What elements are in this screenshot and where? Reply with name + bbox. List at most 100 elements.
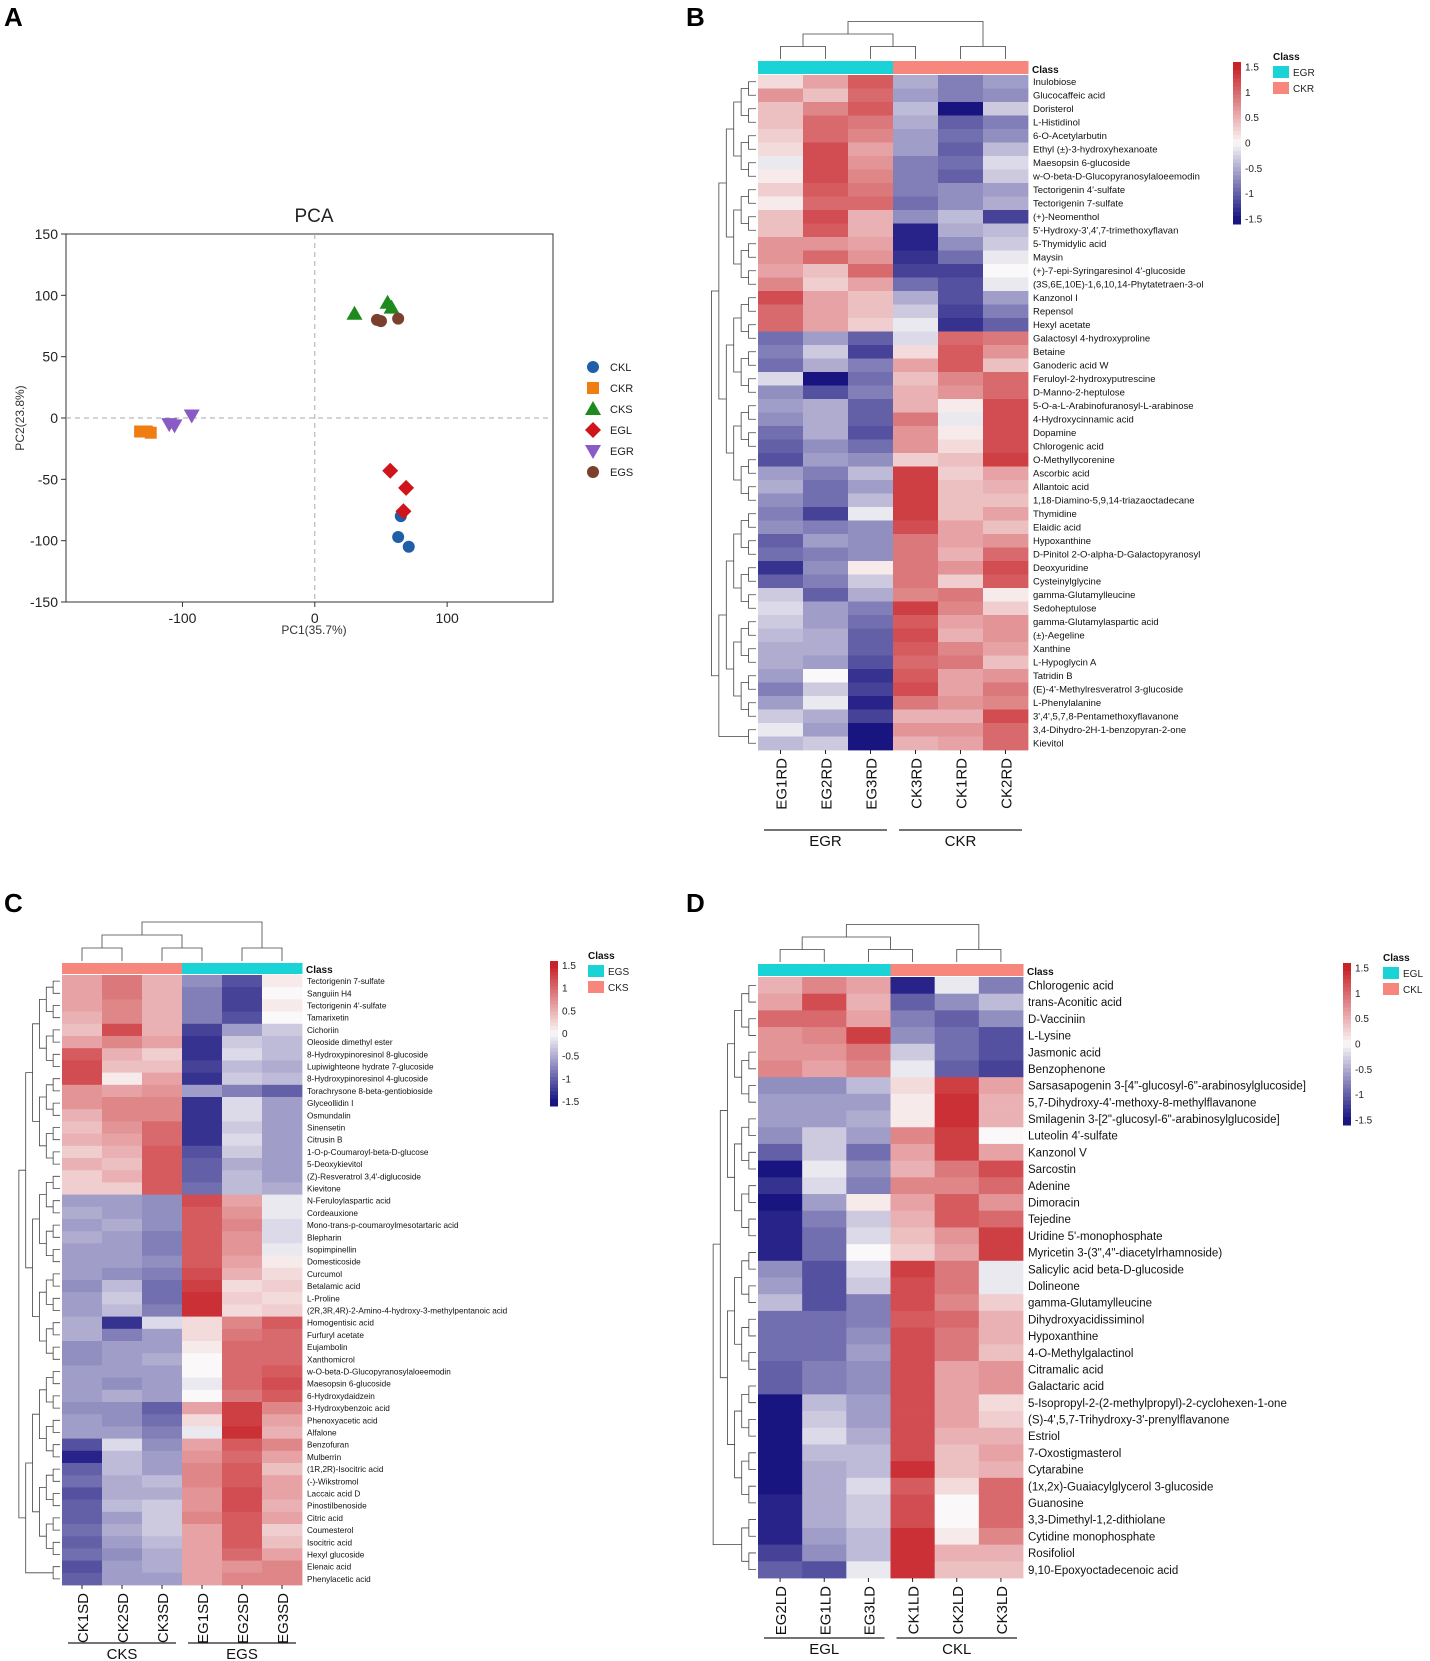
heatmap-cell <box>983 534 1029 548</box>
heatmap-cell <box>938 237 984 251</box>
row-label: Smilagenin 3-[2"-glucosyl-6"-arabinosylg… <box>1028 1114 1280 1126</box>
heatmap-cell <box>893 304 939 319</box>
heatmap-cell <box>983 331 1029 346</box>
heatmap-cell <box>62 975 103 988</box>
colorbar-segment <box>1233 90 1241 95</box>
heatmap-cell <box>802 1327 847 1345</box>
heatmap-cell <box>62 1316 103 1330</box>
row-label: Sarcostin <box>1028 1164 1076 1176</box>
row-dendrogram <box>740 520 749 548</box>
colorbar-segment <box>1233 98 1241 103</box>
column-label: CK1SD <box>75 1593 92 1643</box>
heatmap-cell <box>182 975 223 988</box>
heatmap-cell <box>846 1561 891 1579</box>
colorbar-segment <box>1343 971 1351 976</box>
heatmap-cell <box>978 1511 1024 1529</box>
row-dendrogram <box>748 540 756 555</box>
heatmap-cell <box>846 1043 891 1061</box>
heatmap-cell <box>846 1344 891 1362</box>
heatmap-cell <box>978 1027 1024 1045</box>
heatmap-cell <box>758 1310 803 1328</box>
row-dendrogram <box>39 1487 47 1537</box>
heatmap-cell <box>142 1316 183 1330</box>
heatmap-cell <box>262 1487 303 1500</box>
legend-swatch-ckr <box>1273 82 1289 94</box>
heatmap-cell <box>938 493 984 508</box>
heatmap-cell <box>934 993 980 1011</box>
row-label: Torachrysone 8-beta-gentiobioside <box>307 1087 433 1096</box>
heatmap-cell <box>758 1477 803 1495</box>
heatmap-cell <box>802 1427 847 1445</box>
heatmap-cell <box>102 1499 143 1513</box>
colorbar-tick-label: 0.5 <box>1245 113 1259 124</box>
heatmap-cell <box>893 655 939 670</box>
row-dendrogram <box>39 999 47 1049</box>
row-dendrogram <box>718 182 727 400</box>
colorbar-segment <box>1343 1052 1351 1057</box>
row-label: Lupiwighteone hydrate 7-glucoside <box>307 1062 434 1071</box>
heatmap-cell <box>102 1524 143 1537</box>
colorbar-segment <box>1343 963 1351 968</box>
row-dendrogram <box>45 1133 54 1159</box>
heatmap-cell <box>142 1036 183 1049</box>
row-label: Maesopsin 6-glucoside <box>307 1380 391 1389</box>
heatmap-cell <box>222 1145 263 1159</box>
colorbar-segment <box>550 997 558 1002</box>
heatmap-cell <box>983 304 1029 319</box>
heatmap-cell <box>983 574 1029 589</box>
row-label: Benzophenone <box>1028 1064 1105 1076</box>
heatmap-cell <box>848 88 894 103</box>
heatmap-cell <box>758 372 804 386</box>
heatmap-cell <box>893 102 939 116</box>
heatmap-cell <box>846 1177 891 1195</box>
heatmap-cell <box>102 1548 143 1561</box>
heatmap-cell <box>142 1438 183 1452</box>
row-label: 4-O-Methylgalactinol <box>1028 1348 1133 1360</box>
heatmap-cell <box>62 1463 103 1476</box>
heatmap-cell <box>983 399 1029 413</box>
heatmap-cell <box>848 453 894 467</box>
heatmap-cell <box>934 1427 980 1445</box>
heatmap-cell <box>893 331 939 346</box>
row-label: Citramalic acid <box>1028 1364 1103 1376</box>
row-label: (Z)-Resveratrol 3,4'-diglucoside <box>307 1172 421 1181</box>
row-label: Uridine 5'-monophosphate <box>1028 1231 1163 1243</box>
heatmap-cell <box>182 1438 223 1452</box>
heatmap-cell <box>846 1527 891 1546</box>
heatmap-cell <box>758 561 804 575</box>
row-dendrogram <box>748 567 756 582</box>
heatmap-cell <box>758 1060 803 1078</box>
heatmap-cell <box>938 480 984 494</box>
heatmap-cell <box>890 1277 936 1295</box>
heatmap-cell <box>222 1365 263 1378</box>
heatmap-cell <box>803 588 849 602</box>
pca-point-egr <box>166 419 183 434</box>
heatmap-cell <box>758 1043 803 1061</box>
row-label: Rosifoliol <box>1028 1548 1075 1560</box>
row-label: Laccaic acid D <box>307 1489 360 1498</box>
panel-label-a: A <box>4 2 23 32</box>
colorbar-segment <box>1343 1096 1351 1102</box>
heatmap-cell <box>62 1170 103 1183</box>
heatmap-cell <box>222 1560 263 1574</box>
heatmap-cell <box>102 1511 143 1525</box>
heatmap-cell <box>62 1328 103 1342</box>
heatmap-cell <box>758 412 804 427</box>
heatmap-cell <box>102 1133 143 1147</box>
row-dendrogram <box>741 1393 749 1429</box>
class-label: Class <box>1027 967 1054 978</box>
row-dendrogram <box>45 1230 54 1256</box>
heatmap-cell <box>802 1177 847 1195</box>
heatmap-cell <box>893 709 939 724</box>
pca-legend-label: CKS <box>610 404 633 416</box>
heatmap-cell <box>803 142 849 157</box>
heatmap-cell <box>848 399 894 413</box>
heatmap-cell <box>938 615 984 629</box>
heatmap-cell <box>758 196 804 211</box>
heatmap-cell <box>803 709 849 724</box>
heatmap-cell <box>262 1389 303 1403</box>
heatmap-cell <box>802 977 847 995</box>
row-dendrogram <box>733 533 742 589</box>
row-label: Kievitone <box>307 1184 341 1193</box>
